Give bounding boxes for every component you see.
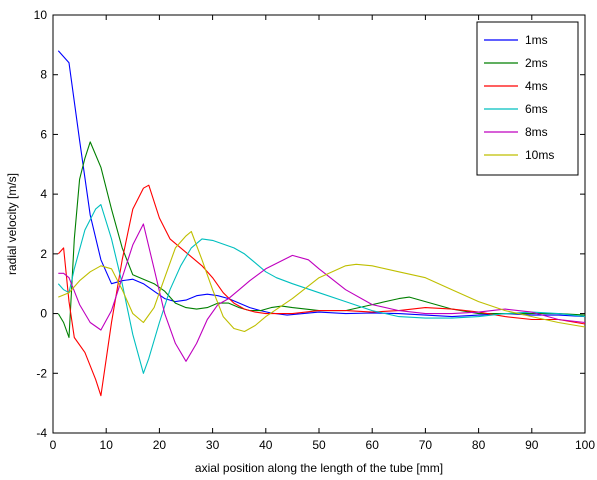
legend-label-2ms: 2ms <box>525 56 548 70</box>
legend-label-6ms: 6ms <box>525 102 548 116</box>
x-axis-ticks: 0 10 20 30 40 50 60 70 80 90 100 <box>50 15 595 452</box>
y-axis-label: radial velocity [m/s] <box>5 173 19 275</box>
x-tick-label: 30 <box>206 438 220 452</box>
y-tick-label: 10 <box>34 8 48 22</box>
y-tick-label: 6 <box>40 127 47 141</box>
legend-label-1ms: 1ms <box>525 33 548 47</box>
x-tick-label: 20 <box>153 438 167 452</box>
legend-box <box>476 21 579 176</box>
x-tick-label: 0 <box>50 438 57 452</box>
x-tick-label: 10 <box>100 438 114 452</box>
legend: 1ms 2ms 4ms 6ms 8ms 10ms <box>476 21 579 176</box>
x-tick-label: 50 <box>312 438 326 452</box>
legend-label-8ms: 8ms <box>525 125 548 139</box>
x-tick-label: 90 <box>525 438 539 452</box>
y-tick-label: -4 <box>36 426 47 440</box>
x-axis-label: axial position along the length of the t… <box>195 461 443 475</box>
series-line-10ms <box>58 230 586 333</box>
series-layer <box>57 50 586 397</box>
y-tick-label: 8 <box>40 68 47 82</box>
x-tick-label: 100 <box>575 438 595 452</box>
y-tick-label: 2 <box>40 247 47 261</box>
y-tick-label: 4 <box>40 187 47 201</box>
series-line-8ms <box>58 223 586 362</box>
series-line-2ms <box>57 141 586 339</box>
legend-label-4ms: 4ms <box>525 79 548 93</box>
series-line-1ms <box>57 50 586 318</box>
y-tick-label: 0 <box>40 307 47 321</box>
x-tick-label: 40 <box>259 438 273 452</box>
y-tick-label: -2 <box>36 366 47 380</box>
series-line-6ms <box>57 204 586 374</box>
series-line-4ms <box>57 184 586 397</box>
x-tick-label: 80 <box>472 438 486 452</box>
legend-label-10ms: 10ms <box>525 148 554 162</box>
x-tick-label: 60 <box>366 438 380 452</box>
y-axis-ticks: -4 -2 0 2 4 6 8 10 <box>34 8 585 440</box>
x-tick-label: 70 <box>419 438 433 452</box>
